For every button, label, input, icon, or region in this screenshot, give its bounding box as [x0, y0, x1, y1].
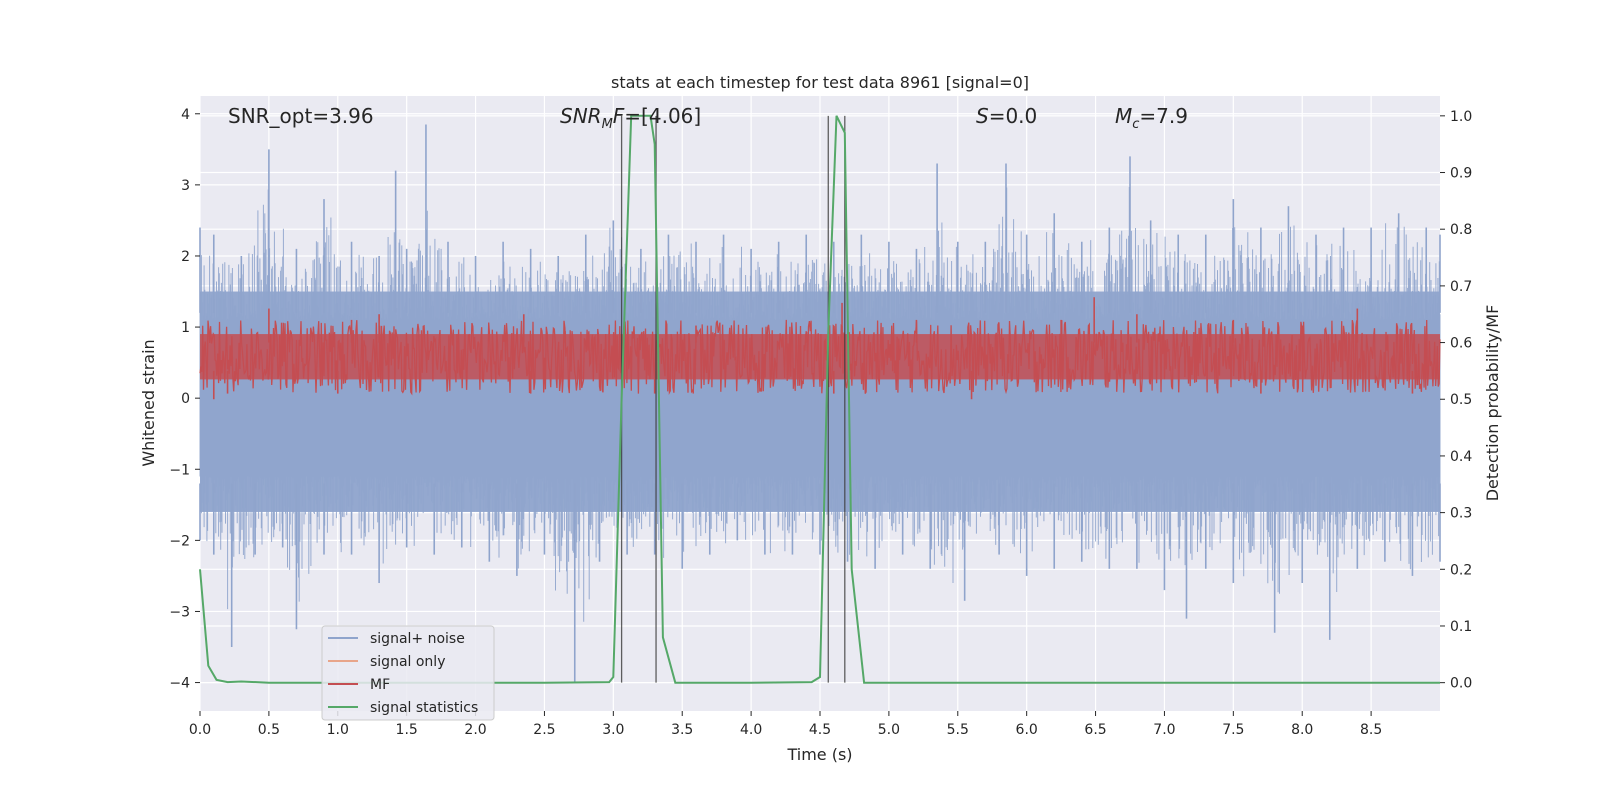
- y-right-tick-label: 0.8: [1450, 222, 1472, 238]
- y-tick-label: −3: [169, 604, 190, 620]
- mc-value: =7.9: [1139, 104, 1188, 128]
- legend-label-signal-statistics: signal statistics: [370, 700, 478, 716]
- x-tick-label: 8.0: [1291, 722, 1313, 738]
- snr-mf-annotation: SNRMF=[4.06]: [560, 104, 701, 132]
- signal-statistics-series: [199, 114, 1440, 684]
- snr-mf-value: =[4.06]: [624, 104, 701, 128]
- snr-mf-subscript: M: [602, 117, 613, 132]
- y-right-tick-label: 0.7: [1450, 279, 1472, 295]
- x-tick-label: 5.0: [878, 722, 900, 738]
- y-tick-label: −2: [169, 533, 190, 549]
- signal-noise-core: [200, 291, 1440, 512]
- x-tick-label: 6.0: [1016, 722, 1038, 738]
- signal-statistics-line: [199, 114, 1440, 684]
- snr-mf-symbol-rest: F: [613, 104, 625, 128]
- legend-label-mf: MF: [370, 677, 390, 693]
- y-tick-label: −1: [169, 462, 190, 478]
- x-tick-label: 8.5: [1360, 722, 1382, 738]
- x-tick-label: 7.0: [1153, 722, 1175, 738]
- x-tick-label: 5.5: [947, 722, 969, 738]
- x-tick-label: 1.5: [396, 722, 418, 738]
- y-tick-label: 1: [181, 320, 190, 336]
- y-right-tick-label: 0.4: [1450, 449, 1472, 465]
- snr-mf-symbol: SNR: [560, 104, 602, 128]
- y-axis-right-label: Detection probability/MF: [1483, 305, 1502, 502]
- x-tick-label: 4.0: [740, 722, 762, 738]
- y-axis-label: Whitened strain: [139, 339, 158, 466]
- mc-symbol: M: [1115, 104, 1132, 128]
- y-right-tick-label: 0.2: [1450, 562, 1472, 578]
- snr-opt-annotation: SNR_opt=3.96: [228, 104, 374, 128]
- legend-label-signal-noise: signal+ noise: [370, 631, 465, 647]
- x-tick-label: 2.5: [533, 722, 555, 738]
- x-tick-label: 3.0: [602, 722, 624, 738]
- x-axis: 0.0 0.5 1.0 1.5 2.0 2.5 3.0 3.5 4.0 4.5 5.0 5.5 6.0 6…: [189, 711, 1382, 738]
- mc-subscript: c: [1132, 117, 1139, 132]
- x-tick-label: 4.5: [809, 722, 831, 738]
- y-tick-label: −4: [169, 676, 190, 692]
- s-annotation: S=0.0: [976, 104, 1037, 128]
- x-tick-label: 3.5: [671, 722, 693, 738]
- y-axis-right: 0.0 0.1 0.2 0.3 0.4 0.5 0.6 0.7 0.8 0.9 1.0: [1440, 109, 1472, 692]
- y-tick-label: 3: [181, 178, 190, 194]
- s-value: =0.0: [989, 104, 1038, 128]
- y-right-tick-label: 1.0: [1450, 109, 1472, 125]
- y-right-tick-label: 0.5: [1450, 392, 1472, 408]
- x-tick-label: 6.5: [1084, 722, 1106, 738]
- x-tick-label: 2.0: [464, 722, 486, 738]
- y-right-tick-label: 0.3: [1450, 506, 1472, 522]
- y-right-tick-label: 0.9: [1450, 166, 1472, 182]
- y-right-tick-label: 0.1: [1450, 619, 1472, 635]
- x-tick-label: 0.5: [258, 722, 280, 738]
- legend-frame: [321, 625, 495, 721]
- legend: signal+ noise signal only MF signal stat…: [321, 625, 495, 721]
- x-axis-label: Time (s): [786, 745, 852, 764]
- chart-title: stats at each timestep for test data 896…: [611, 73, 1029, 92]
- y-axis-left: −4 −3 −2 −1 0 1 2 3 4: [169, 107, 200, 692]
- mf-core: [200, 334, 1440, 380]
- y-right-tick-label: 0.0: [1450, 676, 1472, 692]
- legend-label-signal-only: signal only: [370, 654, 445, 670]
- mf-series: [199, 297, 1441, 400]
- x-tick-label: 1.0: [327, 722, 349, 738]
- mc-annotation: Mc=7.9: [1115, 104, 1188, 132]
- x-tick-label: 0.0: [189, 722, 211, 738]
- y-right-tick-label: 0.6: [1450, 336, 1472, 352]
- s-symbol: S: [976, 104, 989, 128]
- y-tick-label: 4: [181, 107, 190, 123]
- y-tick-label: 0: [181, 391, 190, 407]
- y-tick-label: 2: [181, 249, 190, 265]
- x-tick-label: 7.5: [1222, 722, 1244, 738]
